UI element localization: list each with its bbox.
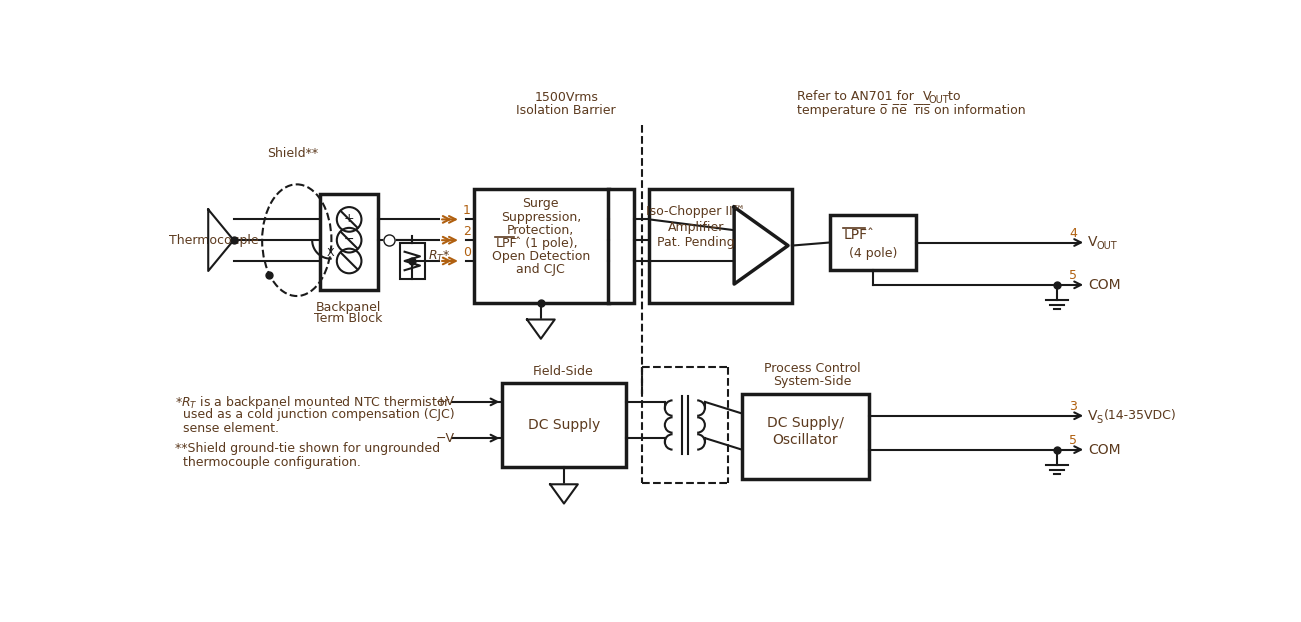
Text: Isolation Barrier: Isolation Barrier — [516, 104, 617, 118]
Text: Surge: Surge — [523, 198, 559, 210]
FancyBboxPatch shape — [742, 394, 869, 479]
Text: OUT: OUT — [928, 95, 948, 105]
Text: Shield**: Shield** — [268, 147, 319, 160]
Text: −: − — [343, 233, 354, 246]
Text: ˆ: ˆ — [866, 228, 873, 242]
Text: V: V — [1089, 409, 1098, 423]
Text: DC Supply: DC Supply — [528, 418, 600, 432]
Text: 5: 5 — [1069, 434, 1077, 447]
FancyBboxPatch shape — [502, 383, 626, 467]
Text: Process Control: Process Control — [765, 362, 861, 375]
FancyBboxPatch shape — [320, 194, 377, 290]
Text: 0: 0 — [463, 246, 471, 259]
Polygon shape — [734, 207, 788, 284]
Text: Amplifier: Amplifier — [667, 221, 723, 234]
FancyBboxPatch shape — [608, 188, 634, 302]
Text: 4: 4 — [1069, 227, 1077, 239]
Text: thermocouple configuration.: thermocouple configuration. — [183, 456, 360, 469]
FancyBboxPatch shape — [474, 188, 609, 302]
Text: Field-Side: Field-Side — [533, 364, 593, 378]
Text: 2: 2 — [463, 225, 471, 238]
Text: Thermocouple: Thermocouple — [169, 234, 259, 247]
Text: *$R_T$ is a backpanel mounted NTC thermistor: *$R_T$ is a backpanel mounted NTC thermi… — [176, 394, 451, 411]
Text: to: to — [943, 90, 960, 103]
Text: System-Side: System-Side — [774, 374, 852, 388]
Text: Open Detection: Open Detection — [492, 250, 589, 263]
Text: X: X — [327, 248, 334, 258]
Text: LPF: LPF — [843, 228, 868, 242]
Text: Iso-Chopper II™: Iso-Chopper II™ — [647, 205, 745, 218]
Text: (4 pole): (4 pole) — [848, 247, 896, 260]
FancyBboxPatch shape — [649, 188, 792, 302]
FancyBboxPatch shape — [830, 215, 916, 270]
Text: $R_T$*: $R_T$* — [428, 249, 450, 264]
Text: (14-35VDC): (14-35VDC) — [1103, 409, 1176, 422]
Text: S: S — [1095, 415, 1102, 425]
Polygon shape — [527, 320, 554, 339]
Text: COM: COM — [1089, 443, 1121, 457]
FancyBboxPatch shape — [399, 243, 424, 279]
Text: +: + — [343, 212, 354, 225]
Text: sense element.: sense element. — [183, 422, 278, 435]
Text: Protection,: Protection, — [507, 224, 575, 237]
Text: used as a cold junction compensation (CJC): used as a cold junction compensation (CJ… — [183, 408, 454, 421]
Text: −V: −V — [436, 432, 454, 445]
Text: V: V — [922, 90, 932, 103]
Text: DC Supply/: DC Supply/ — [766, 417, 843, 430]
Text: +V: +V — [436, 396, 454, 409]
Text: 3: 3 — [1069, 400, 1077, 413]
Text: LPF: LPF — [496, 237, 516, 250]
Text: Term Block: Term Block — [314, 312, 382, 325]
Text: temperature o̅ n̅e̅  r̅i̅s̅ on information: temperature o̅ n̅e̅ r̅i̅s̅ on informatio… — [798, 103, 1026, 116]
Text: Suppression,: Suppression, — [501, 211, 582, 223]
Text: Refer to AN701 for: Refer to AN701 for — [798, 90, 919, 103]
Text: and CJC: and CJC — [516, 263, 565, 276]
Text: V: V — [1089, 236, 1098, 249]
Text: 5: 5 — [1069, 269, 1077, 282]
Text: **Shield ground-tie shown for ungrounded: **Shield ground-tie shown for ungrounded — [176, 442, 440, 455]
Text: 1500Vrms: 1500Vrms — [535, 91, 598, 104]
Text: OUT: OUT — [1097, 241, 1118, 251]
Text: ˆ (1 pole),: ˆ (1 pole), — [515, 236, 578, 250]
Text: 1: 1 — [463, 204, 471, 217]
Text: Oscillator: Oscillator — [773, 434, 838, 447]
Text: Backpanel: Backpanel — [316, 300, 381, 313]
Text: Pat. Pending: Pat. Pending — [657, 236, 735, 249]
Text: COM: COM — [1089, 278, 1121, 292]
Polygon shape — [550, 485, 578, 504]
